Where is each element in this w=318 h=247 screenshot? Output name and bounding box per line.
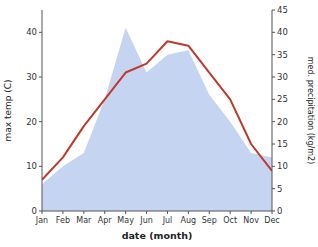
y-axis-label: max temp (C) [3,79,13,141]
y-tick [39,121,42,122]
y-tick-label: 0 [32,206,37,216]
y2-tick-label: 20 [277,117,288,127]
x-tick-label: May [117,216,134,225]
chart-container: JanFebMarAprMayJunJulAugSepOctNovDec0102… [0,0,318,247]
y2-tick-label: 45 [277,5,288,15]
y2-axis-label: med. precipitation (kg/m2) [306,57,315,164]
x-tick-label: Jun [139,216,153,225]
x-tick [62,211,63,214]
x-tick-label: Jan [35,216,48,225]
y2-tick [272,188,275,189]
y2-tick-label: 5 [277,184,282,194]
y-tick [39,166,42,167]
x-axis-line [42,211,272,212]
y2-tick-label: 40 [277,27,288,37]
x-tick-label: Sep [202,216,217,225]
x-axis-label: date (month) [122,230,193,241]
y-tick [39,211,42,212]
x-tick-label: Oct [223,216,237,225]
x-tick-label: Jul [162,216,173,225]
y2-tick-label: 0 [277,206,282,216]
x-tick-label: Nov [243,216,259,225]
y2-tick-label: 30 [277,72,288,82]
y2-tick-label: 15 [277,139,288,149]
x-tick [251,211,252,214]
data-group [42,28,272,211]
x-tick-label: Apr [98,216,113,225]
x-tick [167,211,168,214]
x-tick [209,211,210,214]
y2-tick [272,99,275,100]
y2-tick-label: 35 [277,50,288,60]
precipitation-area [42,28,272,211]
x-tick-label: Dec [264,216,279,225]
x-tick [83,211,84,214]
y-tick-label: 40 [26,27,37,37]
x-tick [188,211,189,214]
y2-tick-label: 25 [277,94,288,104]
x-tick-label: Mar [76,216,92,225]
y2-tick [272,10,275,11]
y2-tick [272,54,275,55]
y-tick [39,77,42,78]
x-tick-label: Feb [56,216,70,225]
y2-tick [272,144,275,145]
x-tick [146,211,147,214]
y-axis-line [42,10,43,211]
y2-tick [272,77,275,78]
temperature-line [42,41,272,179]
x-tick [125,211,126,214]
y2-axis-line [272,10,273,211]
y2-tick [272,211,275,212]
y-tick-label: 20 [26,117,37,127]
y-tick-label: 30 [26,72,37,82]
y2-tick-label: 10 [277,161,288,171]
y2-tick [272,121,275,122]
y-tick [39,32,42,33]
x-tick [230,211,231,214]
y2-tick [272,32,275,33]
x-tick [104,211,105,214]
axes: JanFebMarAprMayJunJulAugSepOctNovDec0102… [26,5,288,225]
x-tick-label: Aug [181,216,197,225]
y-tick-label: 10 [26,161,37,171]
y2-tick [272,166,275,167]
chart: JanFebMarAprMayJunJulAugSepOctNovDec0102… [0,0,318,247]
